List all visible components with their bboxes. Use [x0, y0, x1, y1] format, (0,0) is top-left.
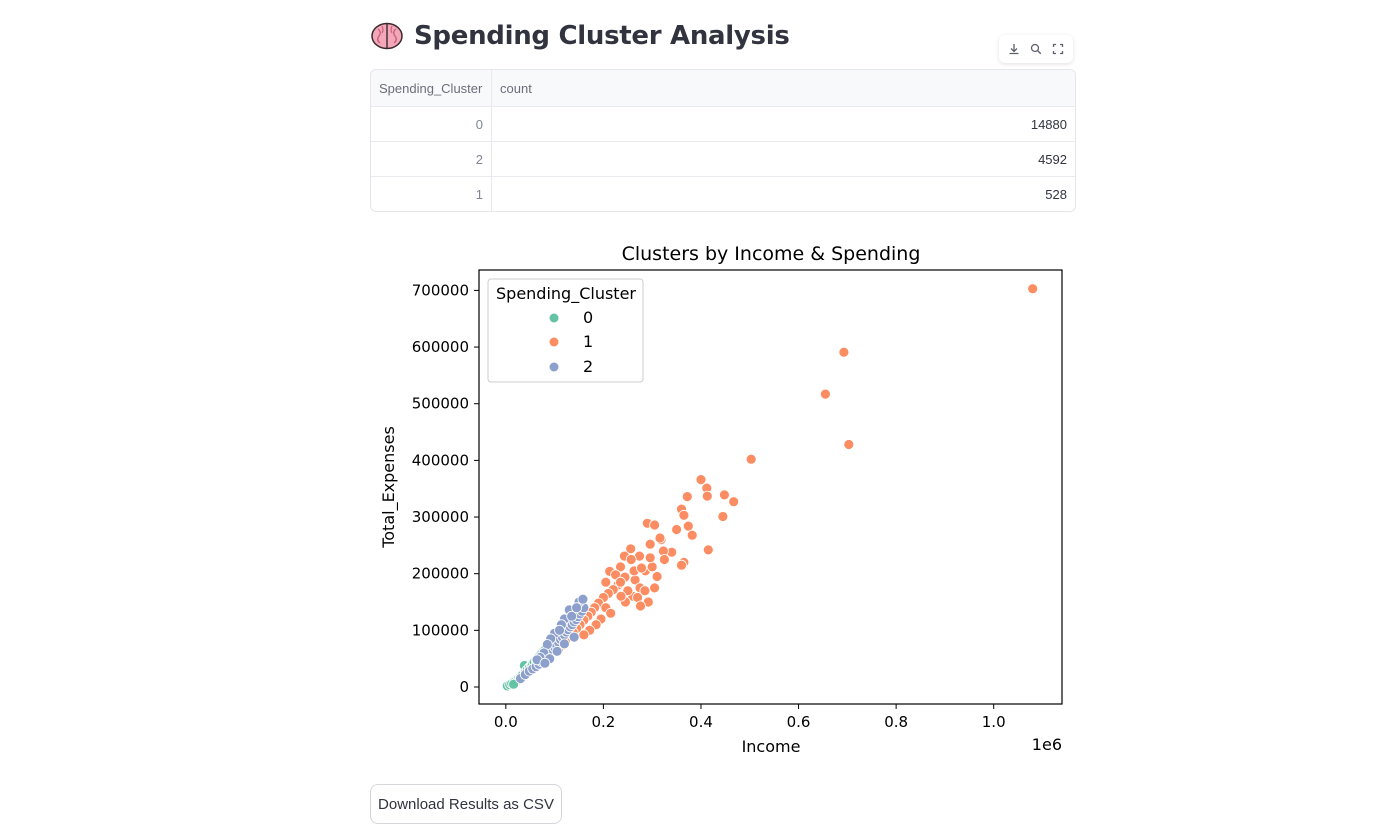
cluster-count-table: Spending_Cluster count 0 14880 2 4592 1 … [370, 69, 1076, 212]
scatter-point-cluster-1 [745, 453, 757, 465]
scatter-point-cluster-2 [566, 610, 578, 622]
scatter-chart: Clusters by Income & Spending 0.0 0.2 0.4 0… [379, 243, 1063, 756]
legend-label-1: 1 [583, 332, 593, 351]
x-axis-offset-label: 1e6 [1032, 735, 1062, 754]
scatter-point-cluster-2 [568, 631, 580, 643]
legend-label-2: 2 [583, 357, 593, 376]
scatter-point-cluster-1 [654, 532, 666, 544]
scatter-point-cluster-1 [639, 585, 651, 597]
chart-title: Clusters by Income & Spending [622, 243, 921, 265]
scatter-point-cluster-1 [635, 600, 646, 612]
scatter-point-cluster-1 [671, 524, 683, 535]
legend-marker-1 [549, 337, 559, 347]
y-tick-label: 200000 [412, 565, 469, 583]
scatter-point-cluster-1 [695, 474, 707, 486]
scatter-point-cluster-1 [636, 562, 647, 574]
scatter-point-cluster-2 [554, 624, 565, 636]
scatter-point-cluster-2 [577, 593, 589, 605]
scatter-point-cluster-1 [686, 529, 698, 541]
count-cell: 4592 [1038, 151, 1067, 167]
y-tick-label: 500000 [412, 395, 469, 413]
x-tick-label: 1.0 [982, 713, 1006, 731]
x-tick-label: 0.6 [787, 713, 811, 731]
scatter-point-cluster-1 [600, 576, 612, 588]
chart-legend: Spending_Cluster 0 1 2 [487, 278, 644, 383]
fullscreen-icon[interactable] [1049, 40, 1067, 58]
x-tick-label: 0.0 [494, 713, 518, 731]
scatter-point-cluster-1 [718, 489, 730, 501]
column-header-spending-cluster[interactable]: Spending_Cluster [371, 70, 492, 106]
download-csv-button[interactable]: Download Results as CSV [370, 784, 562, 824]
scatter-marks [501, 283, 1039, 692]
y-axis-ticks: 0 100000 200000 300000 400000 500000 600000 700… [412, 281, 479, 696]
scatter-point-cluster-1 [644, 552, 656, 564]
count-cell: 14880 [1030, 116, 1067, 132]
scatter-point-cluster-1 [681, 491, 693, 503]
scatter-point-cluster-1 [843, 439, 855, 450]
scatter-point-cluster-1 [625, 543, 637, 555]
page-title-text: Spending Cluster Analysis [414, 21, 790, 51]
scatter-point-cluster-2 [558, 638, 570, 650]
y-tick-label: 300000 [412, 508, 469, 526]
scatter-point-cluster-2 [571, 602, 583, 614]
y-tick-label: 0 [459, 678, 469, 696]
plot-frame [478, 269, 1063, 705]
x-tick-label: 0.4 [689, 713, 713, 731]
table-header-row: Spending_Cluster count [371, 70, 1075, 106]
scatter-point-cluster-1 [838, 346, 850, 358]
scatter-point-cluster-1 [701, 490, 713, 502]
scatter-point-cluster-1 [702, 544, 714, 556]
x-tick-label: 0.2 [591, 713, 615, 731]
y-axis-label: Total_Expenses [379, 426, 399, 549]
scatter-point-cluster-1 [646, 561, 658, 573]
table-row: 2 4592 [371, 141, 1075, 176]
scatter-point-cluster-1 [682, 520, 694, 532]
scatter-point-cluster-1 [717, 511, 729, 522]
x-axis-ticks: 0.0 0.2 0.4 0.6 0.8 1.0 [494, 704, 1006, 731]
y-tick-label: 100000 [412, 621, 469, 639]
legend-marker-2 [549, 362, 559, 372]
row-index-cell: 0 [371, 107, 492, 141]
scatter-point-cluster-1 [819, 388, 831, 400]
scatter-point-cluster-1 [615, 561, 626, 573]
page-title: Spending Cluster Analysis [370, 16, 790, 56]
scatter-point-cluster-1 [615, 590, 627, 602]
row-index-cell: 2 [371, 142, 492, 176]
legend-marker-0 [549, 313, 559, 323]
scatter-point-cluster-0 [508, 678, 520, 690]
scatter-point-cluster-1 [728, 496, 740, 508]
count-cell: 528 [1045, 186, 1067, 202]
legend-label-0: 0 [583, 308, 593, 327]
scatter-point-cluster-1 [1027, 283, 1039, 295]
scatter-point-cluster-1 [615, 576, 626, 588]
scatter-point-cluster-1 [644, 538, 656, 550]
x-axis-label: Income [742, 737, 801, 756]
y-tick-label: 700000 [412, 281, 469, 299]
legend-box [487, 278, 644, 383]
scatter-point-cluster-1 [625, 554, 637, 565]
download-icon[interactable] [1005, 40, 1023, 58]
scatter-point-cluster-1 [676, 559, 687, 571]
table-row: 0 14880 [371, 106, 1075, 141]
table-row: 1 528 [371, 176, 1075, 211]
scatter-point-cluster-2 [539, 657, 551, 669]
y-tick-label: 400000 [412, 451, 469, 469]
scatter-point-cluster-1 [651, 571, 663, 582]
scatter-point-cluster-1 [605, 607, 617, 619]
scatter-point-cluster-1 [578, 629, 590, 641]
column-header-count[interactable]: count [500, 80, 532, 96]
table-toolbar [999, 35, 1073, 63]
scatter-point-cluster-1 [649, 582, 661, 594]
scatter-point-cluster-1 [649, 519, 661, 531]
scatter-point-cluster-1 [658, 554, 670, 565]
row-index-cell: 1 [371, 177, 492, 211]
x-tick-label: 0.8 [884, 713, 908, 731]
scatter-point-cluster-1 [678, 509, 690, 521]
legend-title: Spending_Cluster [496, 284, 636, 304]
brain-icon [371, 22, 403, 50]
y-tick-label: 600000 [412, 338, 469, 356]
search-icon[interactable] [1027, 40, 1045, 58]
scatter-point-cluster-2 [551, 645, 563, 657]
